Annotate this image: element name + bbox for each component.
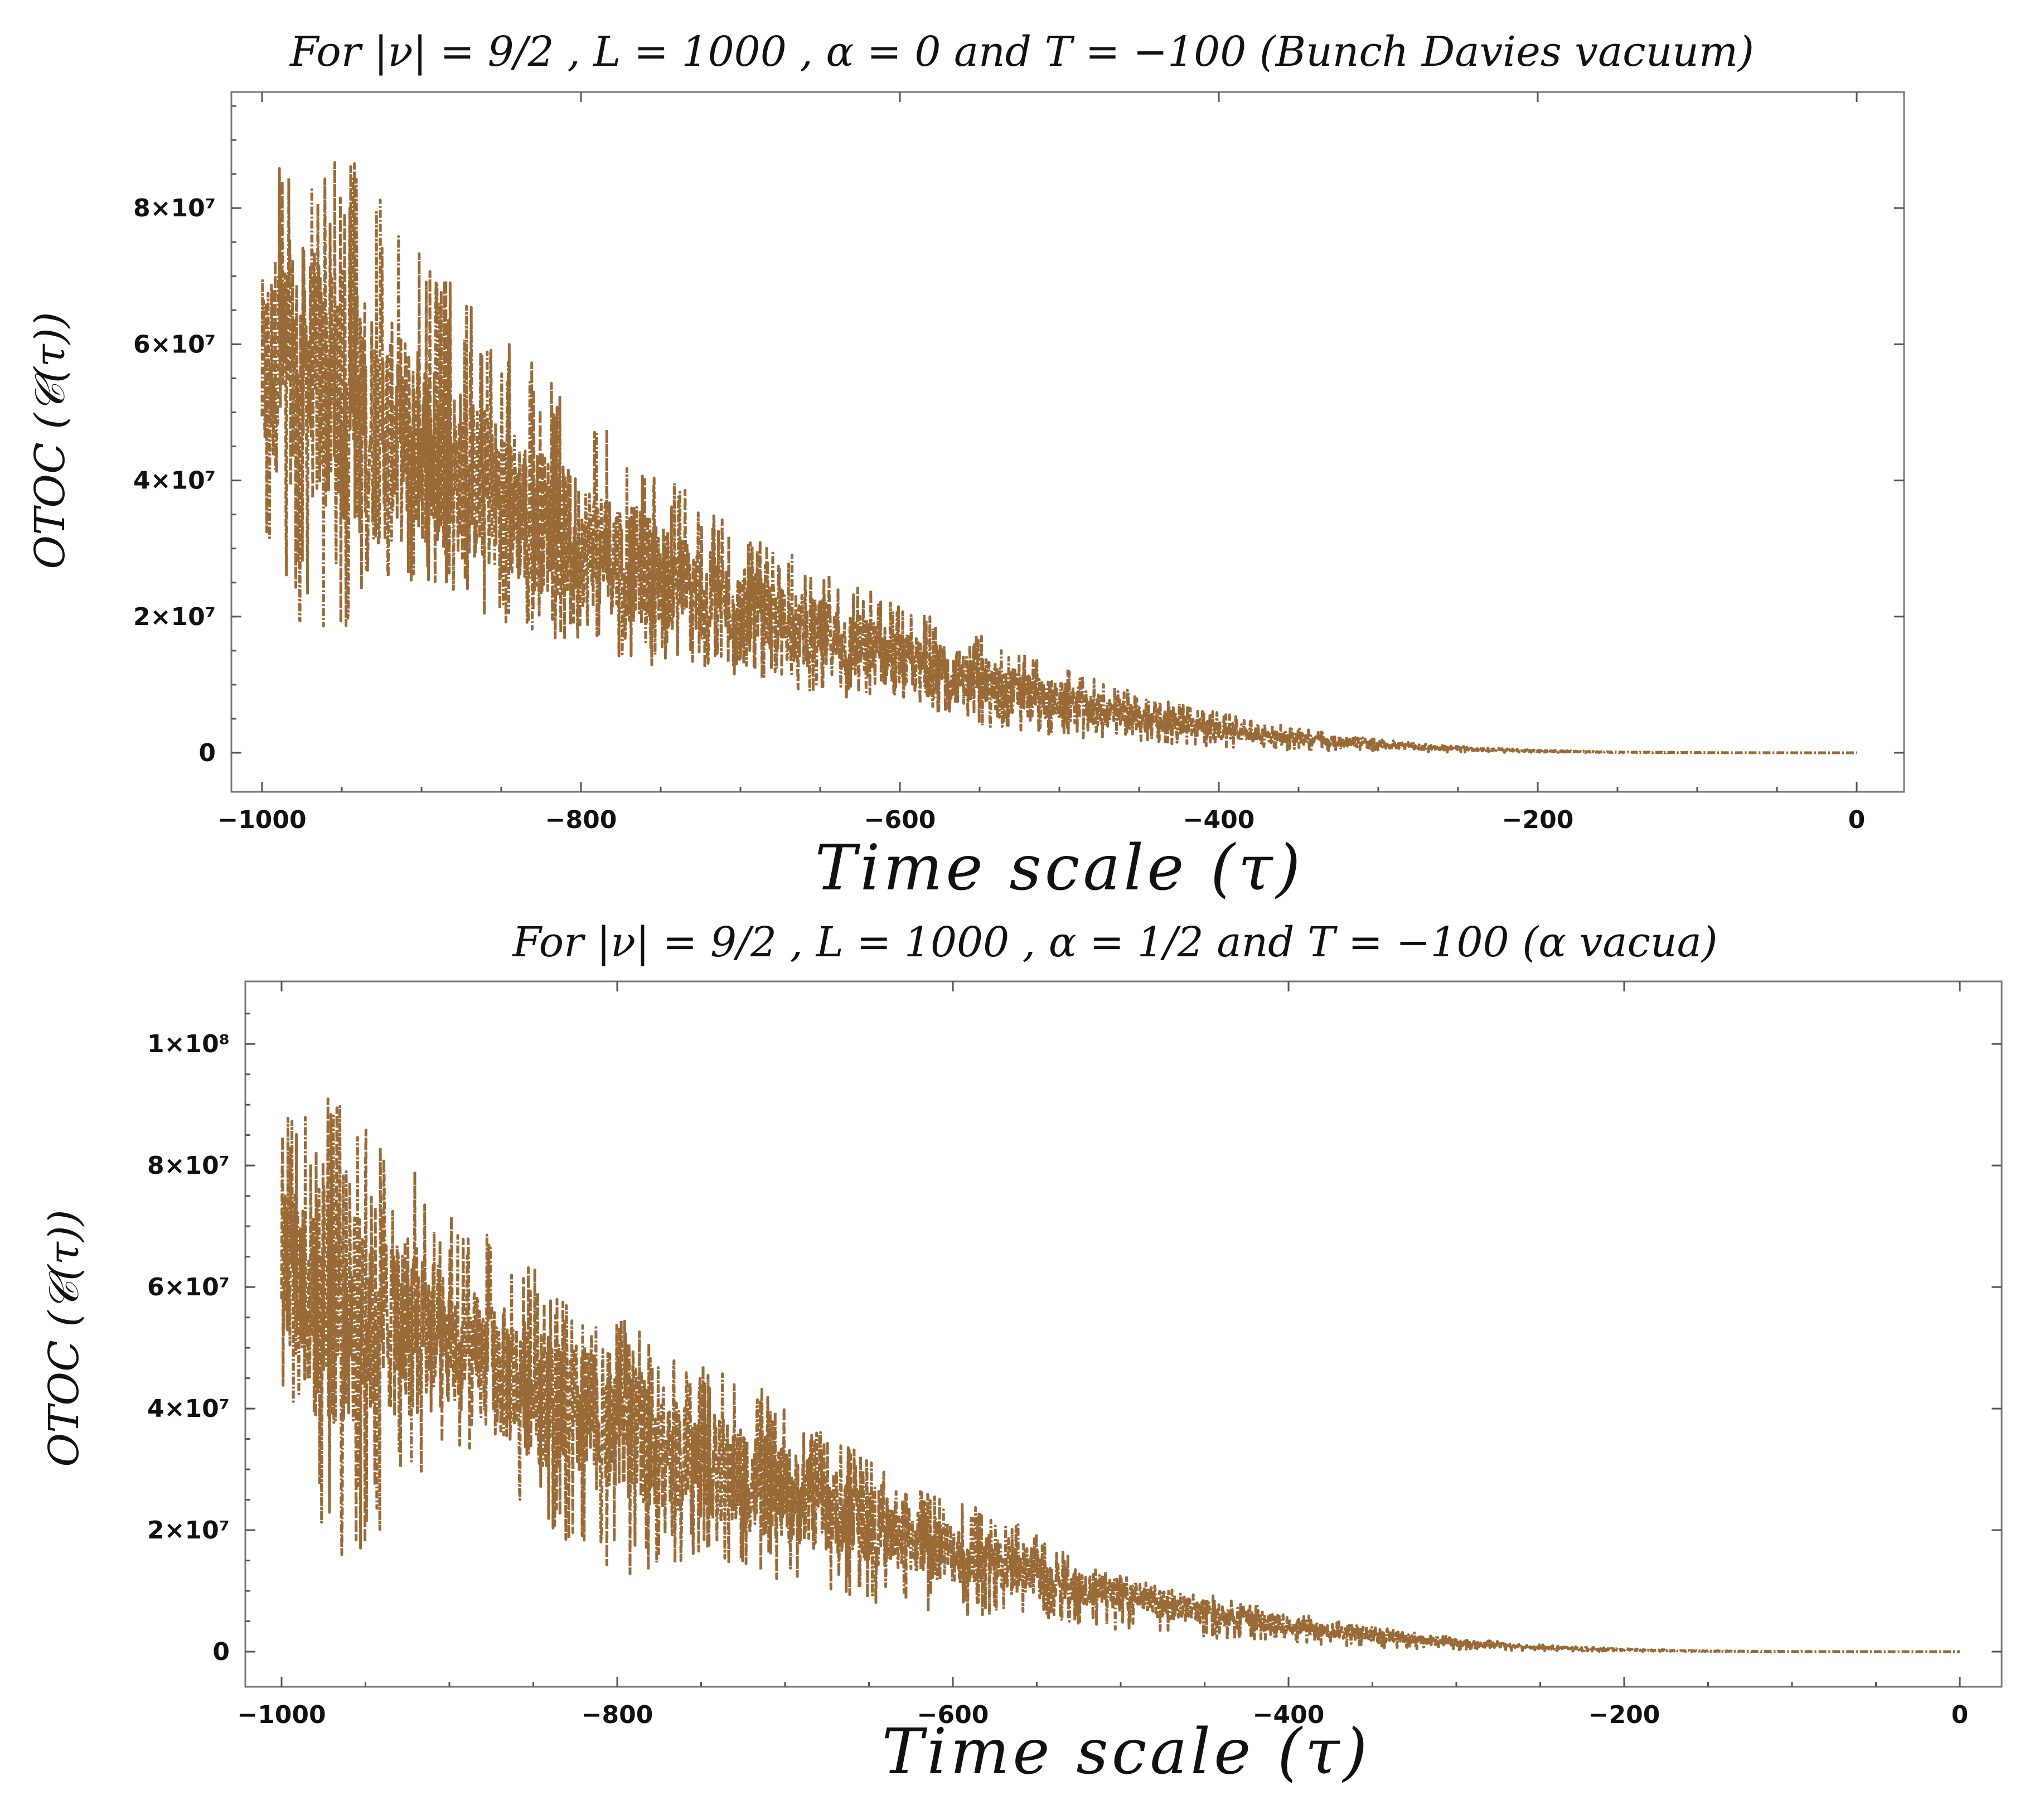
x-tick-label: −800 <box>582 1701 653 1729</box>
series-layer <box>280 1097 1961 1653</box>
chart-title: For |ν| = 9/2 , L = 1000 , α = 0 and T =… <box>289 28 1754 76</box>
x-tick-label: −1000 <box>217 806 306 834</box>
x-tick-label: −200 <box>1588 1701 1660 1729</box>
y-tick-label: 4×10⁷ <box>147 1395 230 1423</box>
x-tick-label: −800 <box>545 806 617 834</box>
x-tick-label: 0 <box>1951 1701 1969 1729</box>
y-axis-label: OTOC (𝒞(τ)) <box>40 1209 88 1467</box>
x-axis-ticks: −1000 −800 −600 −400 −200 0 <box>237 981 1968 1729</box>
series-layer <box>260 161 1858 754</box>
plot-frame <box>230 91 1905 793</box>
series-line-otoc <box>260 161 1858 754</box>
chart-panel-top: For |ν| = 9/2 , L = 1000 , α = 0 and T =… <box>26 28 1905 904</box>
y-axis-label: OTOC (𝒞(τ)) <box>26 312 74 569</box>
y-tick-label: 2×10⁷ <box>133 603 216 631</box>
y-tick-label: 1×10⁸ <box>147 1030 230 1058</box>
y-tick-label: 6×10⁷ <box>133 330 216 359</box>
x-axis-ticks: −1000 −800 −600 −400 −200 0 <box>217 92 1865 834</box>
x-axis-label: Time scale (τ) <box>815 832 1304 904</box>
x-tick-label: −600 <box>917 1701 989 1729</box>
y-tick-label: 2×10⁷ <box>147 1516 230 1545</box>
x-axis-label: Time scale (τ) <box>882 1716 1371 1788</box>
x-tick-label: −200 <box>1502 806 1574 834</box>
x-tick-label: −400 <box>1253 1701 1325 1729</box>
x-tick-label: 0 <box>1848 806 1866 834</box>
y-tick-label: 8×10⁷ <box>133 194 216 222</box>
series-line-otoc <box>280 1097 1961 1653</box>
y-tick-label: 0 <box>198 739 216 767</box>
y-axis-ticks: 0 2×10⁷ 4×10⁷ 6×10⁷ 8×10⁷ <box>133 105 1904 767</box>
y-tick-label: 6×10⁷ <box>147 1273 230 1301</box>
x-tick-label: −400 <box>1183 806 1255 834</box>
x-tick-label: −600 <box>864 806 936 834</box>
y-tick-label: 8×10⁷ <box>147 1151 230 1180</box>
chart-title: For |ν| = 9/2 , L = 1000 , α = 1/2 and T… <box>511 918 1717 966</box>
plot-frame <box>244 980 2003 1688</box>
x-tick-label: −1000 <box>237 1701 326 1729</box>
y-axis-ticks: 0 2×10⁷ 4×10⁷ 6×10⁷ 8×10⁷ 1×10⁸ <box>147 1013 2002 1666</box>
y-tick-label: 0 <box>212 1638 230 1666</box>
chart-panel-bottom: For |ν| = 9/2 , L = 1000 , α = 1/2 and T… <box>40 918 2003 1788</box>
y-tick-label: 4×10⁷ <box>133 467 216 495</box>
